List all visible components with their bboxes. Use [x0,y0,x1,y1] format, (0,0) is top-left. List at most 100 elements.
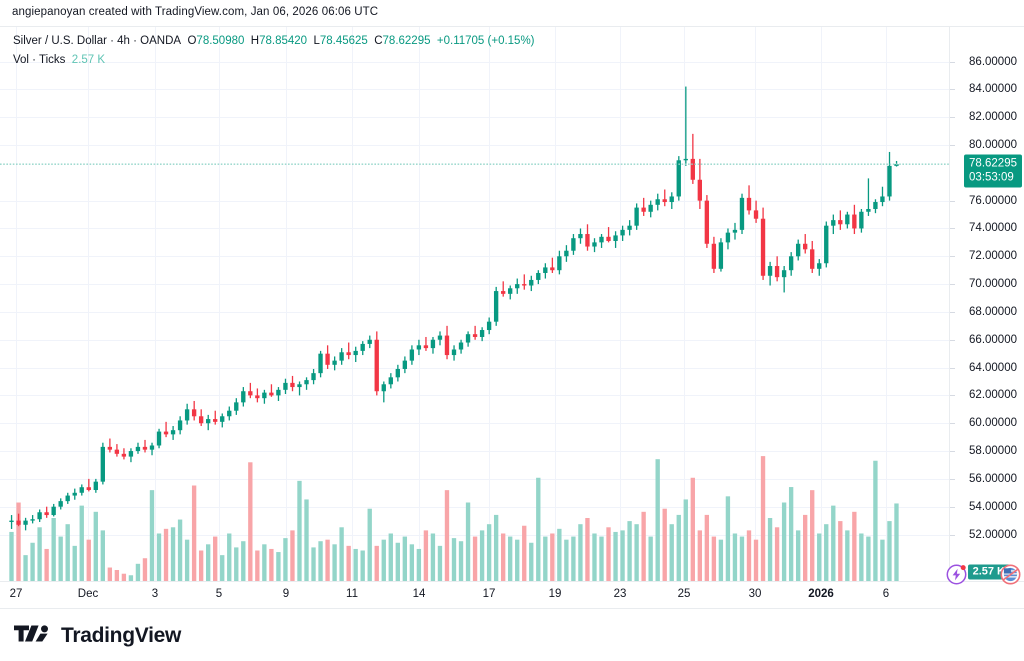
candle-wick [214,410,216,425]
grid-line-horizontal [0,89,950,91]
price-tick-dash [950,423,955,425]
grid-line-horizontal [0,534,950,536]
volume-badge[interactable]: 2.57 K [967,564,1010,580]
volume-bar [704,514,710,583]
legend-change: +0.11705 (+0.15%) [436,35,535,47]
volume-bar [753,539,759,583]
price-tick-dash [950,478,955,480]
tradingview-footer: TradingView [14,623,181,649]
candle-body-bullish [578,234,583,239]
time-tick-label: 19 [548,588,562,600]
volume-bar [894,503,899,583]
volume-bar [817,533,822,583]
current-price-badge[interactable]: 78.62295 03:53:09 [964,154,1022,188]
candle-body-bullish [297,384,302,388]
candle-body-bearish [774,266,780,278]
price-scale[interactable]: 86.00000 84.00000 82.00000 80.00000 76.00000… [949,27,1024,583]
grid-line-vertical [684,27,685,583]
volume-bar [774,527,780,583]
candle-body-bearish [803,243,808,250]
grid-line-vertical [16,27,17,583]
price-tick-dash [950,367,955,369]
volume-bar [37,527,42,583]
volume-bar [760,456,766,583]
candle-body-bearish [500,291,506,294]
candle-body-bullish [234,402,239,411]
volume-bar [290,530,295,583]
volume-bar [93,511,98,583]
volume-bar [697,530,702,583]
tradingview-logo-icon [14,623,52,649]
candle-body-bearish [690,158,695,180]
us-flag-globe-icon[interactable] [1000,564,1021,585]
candle-body-bullish [430,339,436,349]
candle-body-bullish [381,384,386,392]
candle-body-bearish [697,179,702,201]
grid-line-horizontal [0,311,950,313]
candle-body-bullish [788,256,794,271]
volume-bar [557,528,562,583]
volume-bar [23,555,28,583]
candle-body-bullish [627,225,632,230]
candle-body-bearish [423,345,429,349]
candle-body-bullish [304,380,309,385]
price-tick-dash [950,228,955,230]
volume-bar [690,477,695,583]
candle-body-bullish [493,291,499,322]
legend-symbol[interactable]: Silver / U.S. Dollar · 4h · OANDA [13,35,182,47]
candle-body-bearish [444,335,450,356]
time-tick-label: 14 [412,588,426,600]
volume-bar [845,530,850,583]
volume-bar [79,505,84,583]
candle-body-bullish [824,225,829,264]
volume-bar [655,459,660,583]
candle-body-bullish [866,208,871,212]
volume-bar [859,533,864,583]
price-tick-label: 82.00000 [969,111,1017,124]
time-tick-label: 5 [215,588,223,600]
time-scale[interactable]: 27 Dec 3 5 9 11 14 17 19 23 25 30 2026 6 [0,581,1024,608]
chart-grid [0,27,950,583]
time-tick-label: 23 [613,588,627,600]
candle-body-bullish [831,220,836,226]
volume-bar [465,502,471,583]
candle-body-bullish [93,481,98,491]
candle-wick [523,274,525,290]
price-tick-label: 86.00000 [969,55,1017,68]
legend-ohlc-row: Silver / U.S. Dollar · 4h · OANDA O78.50… [13,33,535,50]
chart-frame[interactable]: Silver / U.S. Dollar · 4h · OANDA O78.50… [0,26,1024,609]
volume-bar [852,511,857,583]
candle-body-bearish [248,391,253,396]
time-tick-label: 9 [282,588,290,600]
volume-bar [325,539,330,583]
volume-bar [873,460,878,583]
candle-body-bullish [184,409,190,421]
candle-body-bearish [213,419,218,422]
candle-body-bullish [486,321,492,331]
chart-plot-area[interactable] [0,27,950,583]
candle-wick [270,384,273,397]
volume-bar [578,524,583,583]
candle-body-bearish [641,207,646,212]
candle-body-bullish [767,266,773,276]
volume-bar [142,558,148,583]
candle-body-bullish [37,512,42,520]
time-tick-label: 11 [346,588,358,600]
grid-line-horizontal [0,200,950,202]
price-tick-dash [950,311,955,313]
volume-bar [374,545,379,583]
volume-bar [170,527,176,583]
volume-bar [831,505,836,583]
volume-bar [571,536,576,583]
chart-legend: Silver / U.S. Dollar · 4h · OANDA O78.50… [13,33,535,68]
volume-bar [824,524,829,583]
candle-body-bullish [739,197,745,230]
volume-bar [788,487,794,583]
candle-body-bullish [676,160,681,197]
grid-line-horizontal [0,339,950,341]
candle-body-bullish [599,236,604,243]
lightning-bolt-icon[interactable] [946,564,967,585]
volume-bar [227,533,232,583]
legend-volume-row: Vol · Ticks 2.57 K [13,52,535,69]
grid-line-vertical [620,27,621,583]
